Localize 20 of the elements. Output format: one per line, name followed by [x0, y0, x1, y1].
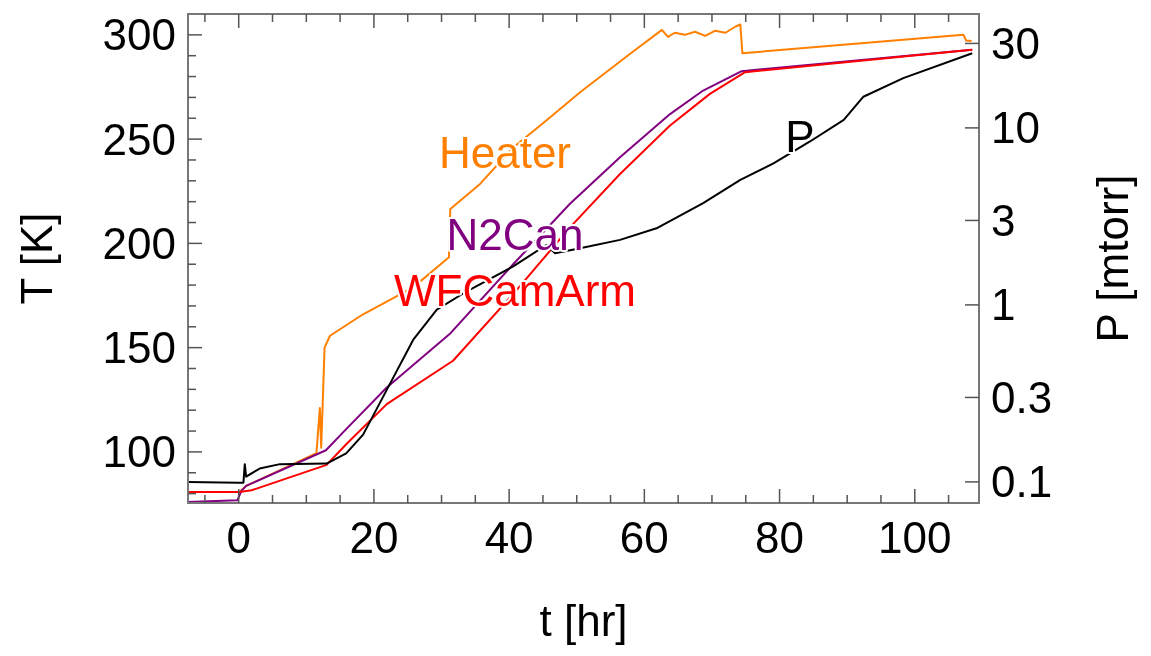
x-tick-label: 40: [484, 513, 534, 562]
y2-tick-label: 10: [991, 103, 1040, 153]
y-tick-label: 300: [102, 10, 176, 60]
y2-tick-label: 1: [991, 280, 1016, 330]
y-tick-label: 200: [102, 218, 176, 268]
y2-tick-label: 0.3: [991, 372, 1053, 422]
y2-tick-label: 0.1: [991, 457, 1053, 507]
y2-tick-label: 3: [991, 195, 1016, 245]
x-tick-label: 20: [349, 513, 399, 562]
y-axis-title: T [K]: [12, 212, 61, 305]
x-tick-label: 60: [619, 513, 669, 562]
y-tick-label: 100: [102, 427, 176, 477]
x-tick-label: 100: [878, 513, 952, 562]
x-axis-title: t [hr]: [539, 596, 628, 645]
x-tick-label: 0: [226, 513, 251, 562]
y2-axis-title: P [mtorr]: [1088, 174, 1137, 343]
y-tick-label: 250: [102, 114, 176, 164]
y2-tick-label: 30: [991, 18, 1040, 68]
y-tick-label: 150: [102, 323, 176, 373]
x-tick-label: 80: [755, 513, 805, 562]
